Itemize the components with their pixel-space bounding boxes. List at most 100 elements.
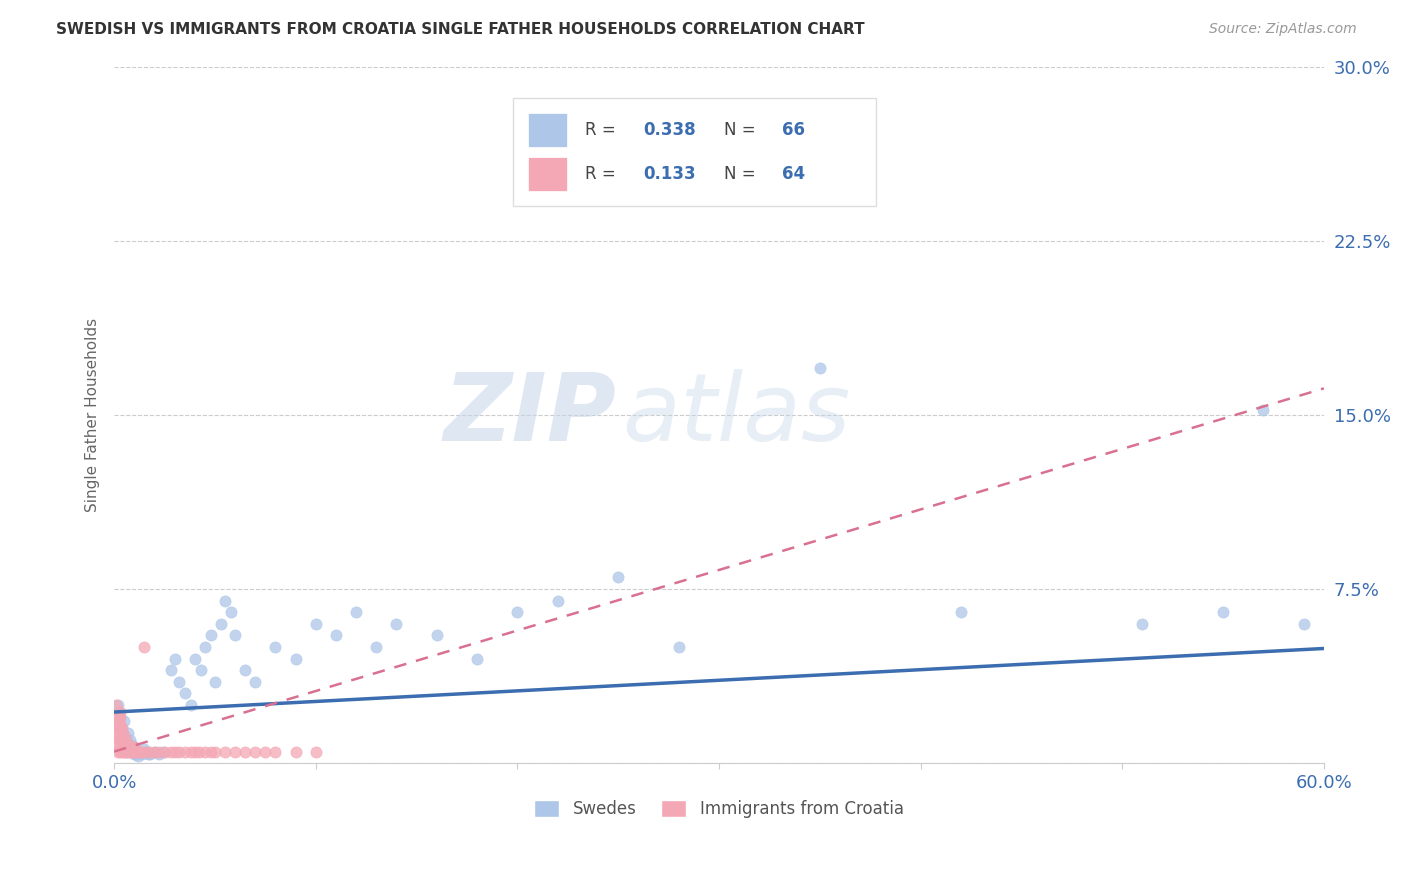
Point	[117, 739, 139, 754]
Point	[233, 745, 256, 759]
Text: Source: ZipAtlas.com: Source: ZipAtlas.com	[1209, 22, 1357, 37]
Point	[1253, 403, 1275, 417]
Point	[125, 747, 148, 761]
Point	[117, 738, 139, 752]
Point	[1292, 616, 1315, 631]
Point	[110, 709, 132, 723]
Point	[111, 732, 134, 747]
Point	[180, 698, 202, 712]
Point	[111, 732, 134, 747]
Point	[668, 640, 690, 654]
Point	[127, 749, 149, 764]
Point	[131, 745, 153, 759]
Point	[209, 616, 232, 631]
Point	[264, 745, 287, 759]
Point	[110, 721, 132, 735]
Point	[107, 709, 129, 723]
Point	[112, 738, 135, 752]
Point	[112, 728, 135, 742]
Point	[107, 732, 129, 747]
Point	[110, 721, 132, 735]
Point	[385, 616, 408, 631]
Point	[344, 605, 367, 619]
Point	[110, 705, 132, 719]
Point	[254, 745, 277, 759]
Point	[121, 745, 143, 759]
Text: R =: R =	[585, 121, 621, 139]
Text: 66: 66	[782, 121, 806, 139]
Point	[167, 745, 190, 759]
Point	[138, 747, 160, 761]
Text: 64: 64	[782, 165, 806, 183]
Point	[305, 745, 328, 759]
Point	[111, 745, 134, 759]
Point	[224, 745, 246, 759]
Point	[143, 745, 166, 759]
Point	[1212, 605, 1234, 619]
Point	[124, 745, 146, 759]
Point	[120, 742, 142, 756]
Point	[105, 709, 128, 723]
Point	[148, 747, 170, 761]
Point	[129, 745, 152, 759]
Point	[173, 745, 195, 759]
Point	[284, 651, 307, 665]
Text: atlas: atlas	[623, 369, 851, 460]
Point	[110, 728, 132, 742]
Point	[264, 640, 287, 654]
Point	[366, 640, 388, 654]
Point	[110, 745, 132, 759]
Point	[110, 739, 132, 754]
Point	[110, 716, 132, 731]
Point	[124, 739, 146, 754]
Point	[110, 709, 132, 723]
Point	[107, 745, 129, 759]
Point	[135, 745, 157, 759]
Point	[305, 616, 328, 631]
Point	[194, 640, 217, 654]
Text: N =: N =	[724, 121, 761, 139]
Point	[115, 732, 138, 747]
Point	[105, 698, 128, 712]
Point	[120, 745, 142, 759]
Point	[184, 745, 207, 759]
Point	[200, 745, 222, 759]
Point	[115, 745, 138, 759]
Point	[325, 628, 347, 642]
Point	[121, 745, 143, 759]
Point	[120, 739, 142, 754]
Point	[124, 747, 146, 761]
Text: R =: R =	[585, 165, 621, 183]
Point	[117, 726, 139, 740]
Point	[159, 663, 181, 677]
Point	[120, 732, 142, 747]
Point	[127, 745, 149, 759]
Point	[949, 605, 972, 619]
Point	[110, 732, 132, 747]
Point	[112, 745, 135, 759]
Point	[187, 745, 209, 759]
Point	[194, 745, 217, 759]
Point	[547, 593, 569, 607]
Point	[204, 745, 226, 759]
Point	[111, 738, 134, 752]
Point	[204, 674, 226, 689]
Point	[125, 742, 148, 756]
Point	[112, 738, 135, 752]
Point	[163, 651, 186, 665]
Point	[200, 628, 222, 642]
Point	[135, 745, 157, 759]
Point	[148, 745, 170, 759]
Point	[153, 745, 176, 759]
Point	[245, 745, 267, 759]
Point	[134, 640, 156, 654]
Point	[112, 714, 135, 729]
Text: SWEDISH VS IMMIGRANTS FROM CROATIA SINGLE FATHER HOUSEHOLDS CORRELATION CHART: SWEDISH VS IMMIGRANTS FROM CROATIA SINGL…	[56, 22, 865, 37]
Point	[465, 651, 488, 665]
Point	[107, 728, 129, 742]
Point	[139, 747, 162, 761]
Point	[707, 129, 730, 144]
Point	[107, 698, 129, 712]
FancyBboxPatch shape	[513, 98, 876, 206]
Point	[111, 721, 134, 735]
